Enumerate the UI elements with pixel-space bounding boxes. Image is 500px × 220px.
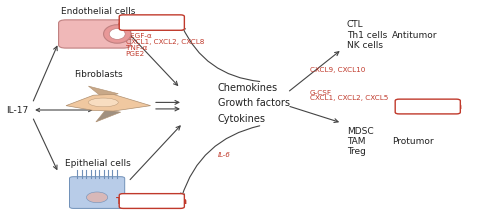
Text: Treg: Treg bbox=[347, 147, 366, 156]
Text: Chemokines: Chemokines bbox=[218, 83, 278, 93]
Text: IL-6: IL-6 bbox=[218, 152, 230, 158]
Text: Antitumor: Antitumor bbox=[392, 31, 437, 40]
Text: Inflammation: Inflammation bbox=[394, 102, 462, 111]
Text: Cytokines: Cytokines bbox=[218, 114, 266, 124]
FancyBboxPatch shape bbox=[395, 99, 460, 114]
Text: CXCL1, CXCL2, CXCL5: CXCL1, CXCL2, CXCL5 bbox=[310, 95, 388, 101]
Text: CTL: CTL bbox=[347, 20, 364, 29]
Text: Epithelial cells: Epithelial cells bbox=[66, 159, 131, 168]
Text: TAM: TAM bbox=[347, 137, 366, 146]
Polygon shape bbox=[88, 86, 118, 98]
Text: CXCL9, CXCL10: CXCL9, CXCL10 bbox=[310, 67, 365, 73]
Ellipse shape bbox=[86, 192, 108, 203]
Text: Endothelial cells: Endothelial cells bbox=[61, 7, 136, 16]
Text: MDSC: MDSC bbox=[347, 127, 374, 136]
Text: TNF-α: TNF-α bbox=[126, 45, 147, 51]
Text: Tumor growth: Tumor growth bbox=[116, 196, 188, 205]
FancyBboxPatch shape bbox=[70, 177, 124, 208]
FancyBboxPatch shape bbox=[119, 15, 184, 30]
Text: Angiogenesis: Angiogenesis bbox=[118, 18, 186, 27]
Text: Protumor: Protumor bbox=[392, 137, 434, 146]
Text: VEGF-α: VEGF-α bbox=[126, 33, 152, 39]
Text: Fibroblasts: Fibroblasts bbox=[74, 70, 122, 79]
Text: IL-17: IL-17 bbox=[6, 106, 29, 114]
Text: CXCL1, CXCL2, CXCL8: CXCL1, CXCL2, CXCL8 bbox=[126, 39, 204, 45]
Polygon shape bbox=[66, 94, 150, 111]
Text: PGE2: PGE2 bbox=[126, 51, 145, 57]
Text: Th1 cells: Th1 cells bbox=[347, 31, 387, 40]
Ellipse shape bbox=[110, 29, 125, 39]
FancyBboxPatch shape bbox=[58, 20, 130, 48]
Text: NK cells: NK cells bbox=[347, 41, 383, 50]
Text: G-CSF: G-CSF bbox=[310, 90, 332, 96]
Polygon shape bbox=[96, 110, 120, 122]
Text: Growth factors: Growth factors bbox=[218, 99, 290, 108]
FancyBboxPatch shape bbox=[119, 194, 184, 208]
Ellipse shape bbox=[104, 25, 131, 43]
Ellipse shape bbox=[88, 98, 118, 107]
